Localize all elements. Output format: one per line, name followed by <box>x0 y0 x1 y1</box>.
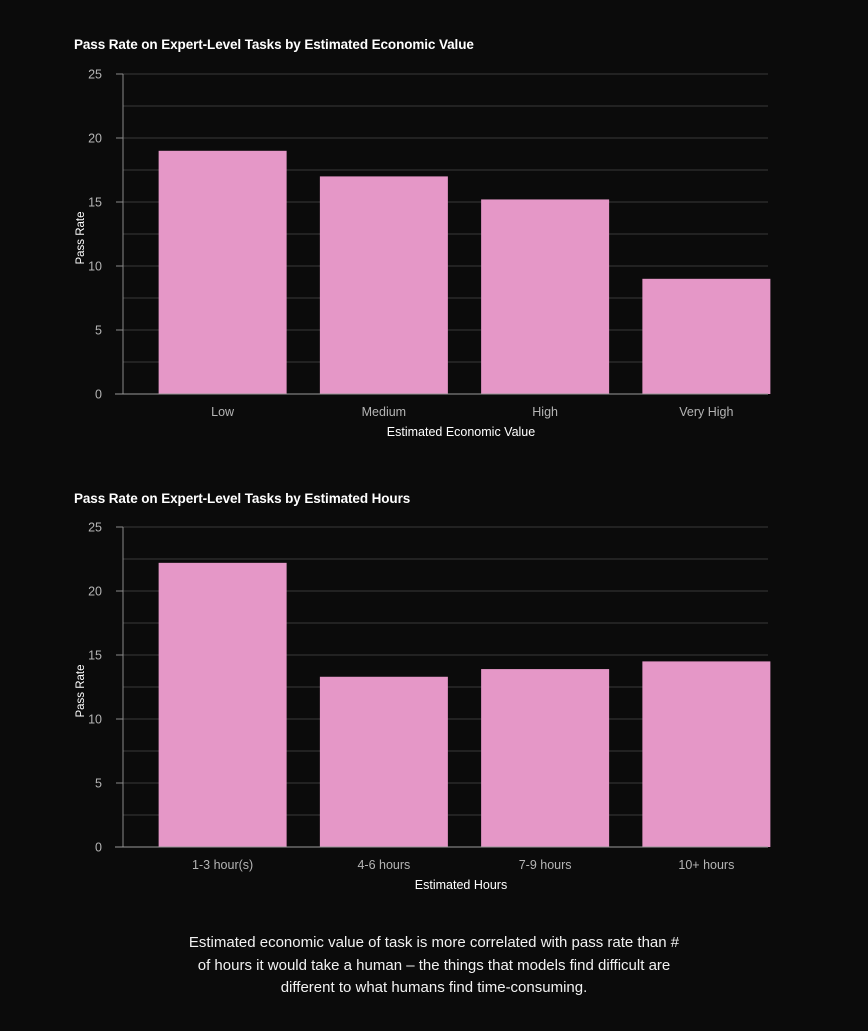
x-tick-label: High <box>532 405 558 419</box>
y-axis-label: Pass Rate <box>75 211 87 264</box>
y-tick-label: 5 <box>95 777 102 791</box>
bar <box>481 199 610 394</box>
y-tick-label: 5 <box>95 324 102 338</box>
chart-title: Pass Rate on Expert-Level Tasks by Estim… <box>74 491 411 506</box>
x-tick-label: Low <box>211 405 235 419</box>
bar <box>642 278 771 394</box>
figure-caption: Estimated economic value of task is more… <box>188 934 680 996</box>
y-tick-label: 20 <box>88 585 102 599</box>
x-tick-label: Very High <box>679 405 733 419</box>
y-tick-label: 0 <box>95 841 102 855</box>
x-tick-label: 4-6 hours <box>357 858 410 872</box>
bar <box>158 562 287 847</box>
economic-value-bar-chart: 0 5 10 15 20 25 Low Medium High Very High Estimate… <box>75 68 771 439</box>
y-tick-label: 25 <box>88 68 102 82</box>
bar <box>319 176 448 394</box>
y-tick-label: 25 <box>88 521 102 535</box>
x-axis-label: Estimated Economic Value <box>387 425 535 439</box>
y-tick-label: 10 <box>88 260 102 274</box>
y-tick-label: 20 <box>88 132 102 146</box>
x-tick-label: 10+ hours <box>678 858 734 872</box>
y-tick-label: 0 <box>95 388 102 402</box>
bar <box>158 150 287 394</box>
x-axis-label: Estimated Hours <box>415 878 507 892</box>
bar <box>319 676 448 847</box>
x-tick-label: 1-3 hour(s) <box>192 858 253 872</box>
bar <box>642 661 771 847</box>
y-tick-label: 15 <box>88 196 102 210</box>
x-tick-label: 7-9 hours <box>519 858 572 872</box>
y-tick-label: 10 <box>88 713 102 727</box>
bar <box>481 669 610 847</box>
y-axis-label: Pass Rate <box>75 664 87 717</box>
estimated-hours-bar-chart: 0 5 10 15 20 25 1-3 hour(s) 4-6 hours 7-9 hours 1… <box>75 521 771 892</box>
x-tick-label: Medium <box>362 405 406 419</box>
y-tick-label: 15 <box>88 649 102 663</box>
chart-title: Pass Rate on Expert-Level Tasks by Estim… <box>74 37 474 52</box>
